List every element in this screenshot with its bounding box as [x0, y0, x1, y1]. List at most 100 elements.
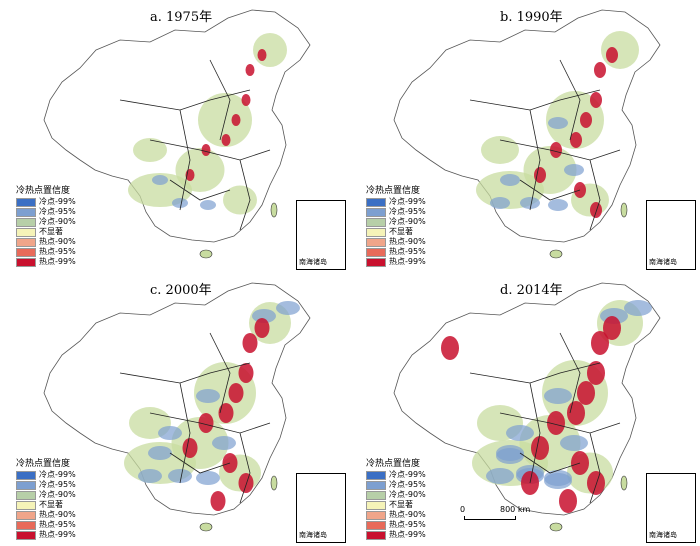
legend-label: 冷点-95% — [389, 480, 426, 489]
cold-spot — [548, 117, 568, 129]
legend-swatch — [366, 480, 386, 490]
legend-item: 不显著 — [16, 227, 76, 237]
legend: 冷热点置信度 冷点-99% 冷点-95% 冷点-90% 不显著 热点-90% 热点-95% 热… — [366, 459, 426, 540]
non-significant-area — [128, 173, 192, 207]
legend-item: 热点-90% — [16, 510, 76, 520]
non-significant-area — [523, 146, 577, 194]
legend-swatch — [16, 207, 36, 217]
south-china-sea-inset: 南海诸岛 — [296, 200, 346, 270]
south-china-sea-inset: 南海诸岛 — [646, 200, 696, 270]
legend-swatch — [16, 480, 36, 490]
legend-item: 不显著 — [16, 500, 76, 510]
legend-label: 热点-95% — [39, 520, 76, 529]
legend-label: 冷点-90% — [389, 490, 426, 499]
hot-spot — [231, 114, 241, 126]
cold-spot — [544, 473, 572, 489]
panel-title: b. 1990年 — [500, 10, 563, 25]
cold-spot — [148, 446, 172, 460]
legend-label: 热点-95% — [39, 247, 76, 256]
province-border — [519, 452, 581, 474]
hainan-island — [549, 522, 563, 532]
panel-title: a. 1975年 — [150, 10, 213, 25]
legend-item: 冷点-95% — [16, 207, 76, 217]
non-significant-area — [601, 31, 639, 69]
hot-spot — [245, 64, 255, 76]
legend-label: 热点-95% — [389, 247, 426, 256]
legend-swatch — [16, 247, 36, 257]
cold-spot — [196, 389, 220, 403]
legend-item: 热点-99% — [16, 530, 76, 540]
hot-spot — [550, 142, 562, 158]
province-border — [169, 179, 231, 201]
legend-swatch — [366, 510, 386, 520]
legend-label: 热点-99% — [39, 530, 76, 539]
non-significant-area — [223, 185, 257, 215]
province-border — [149, 412, 271, 434]
province-border — [589, 432, 601, 504]
province-border — [559, 332, 581, 414]
legend-swatch — [16, 237, 36, 247]
hot-spot — [577, 381, 595, 405]
legend-swatch — [366, 500, 386, 510]
legend-item: 热点-90% — [366, 237, 426, 247]
legend-title: 冷热点置信度 — [16, 459, 71, 469]
legend-swatch — [16, 520, 36, 530]
province-border — [119, 362, 251, 384]
legend-swatch — [366, 197, 386, 207]
legend-item: 热点-95% — [16, 247, 76, 257]
cold-spot — [168, 469, 192, 483]
legend-item: 冷点-99% — [16, 197, 76, 207]
china-outline — [43, 9, 311, 243]
legend-item: 冷点-90% — [16, 217, 76, 227]
legend-item: 冷点-95% — [366, 207, 426, 217]
province-border — [519, 179, 581, 201]
legend-swatch — [366, 257, 386, 267]
legend-label: 不显著 — [389, 227, 413, 236]
legend-swatch — [16, 217, 36, 227]
legend-swatch — [16, 470, 36, 480]
legend-title: 冷热点置信度 — [366, 186, 421, 196]
hainan-island — [549, 249, 563, 259]
legend-swatch — [366, 530, 386, 540]
hot-spot — [594, 62, 606, 78]
legend-label: 冷点-90% — [389, 217, 426, 226]
province-border — [239, 432, 251, 504]
taiwan-island — [270, 202, 278, 218]
legend-item: 热点-95% — [16, 520, 76, 530]
cold-spot — [212, 436, 236, 450]
hot-spot — [559, 489, 577, 513]
legend-swatch — [366, 207, 386, 217]
hot-spot — [218, 403, 234, 423]
legend-item: 冷点-90% — [366, 217, 426, 227]
hot-spot — [590, 202, 602, 218]
cold-spot — [560, 435, 588, 451]
hot-spot — [242, 333, 258, 353]
legend-item: 热点-90% — [366, 510, 426, 520]
legend-item: 热点-95% — [366, 247, 426, 257]
province-border — [239, 159, 251, 231]
legend-label: 冷点-99% — [39, 197, 76, 206]
inset-label: 南海诸岛 — [649, 258, 677, 266]
legend-label: 热点-99% — [389, 257, 426, 266]
legend-swatch — [366, 470, 386, 480]
inset-label: 南海诸岛 — [649, 531, 677, 539]
legend-label: 热点-99% — [389, 530, 426, 539]
hot-spot — [201, 144, 211, 156]
province-border — [499, 412, 621, 434]
non-significant-area — [253, 33, 287, 67]
density-layer — [128, 33, 287, 215]
legend-item: 冷点-99% — [366, 470, 426, 480]
legend-item: 热点-95% — [366, 520, 426, 530]
legend-swatch — [16, 257, 36, 267]
legend-item: 冷点-90% — [366, 490, 426, 500]
china-map-2000 — [43, 282, 311, 532]
hot-spot — [567, 401, 585, 425]
legend-swatch — [366, 217, 386, 227]
province-border — [169, 452, 231, 474]
hot-spot — [238, 363, 254, 383]
hot-spot — [182, 438, 198, 458]
hot-spot — [547, 411, 565, 435]
hot-spot — [241, 94, 251, 106]
hot-spot — [254, 318, 270, 338]
inset-label: 南海诸岛 — [299, 531, 327, 539]
